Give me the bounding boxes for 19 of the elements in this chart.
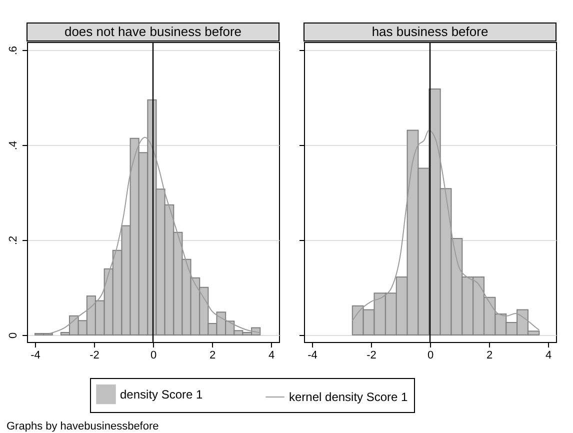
chart-title: has business before <box>372 24 488 39</box>
x-tick-label: 0 <box>150 350 157 362</box>
y-tick-label: .4 <box>8 140 20 150</box>
y-tick-label: 0 <box>8 332 20 338</box>
y-tick-label: .6 <box>8 46 20 56</box>
x-tick-label: 2 <box>486 350 493 362</box>
x-tick-label: -4 <box>30 350 40 362</box>
y-tick-label: .2 <box>8 236 20 246</box>
x-tick-label: 2 <box>209 350 216 362</box>
x-tick-label: 4 <box>545 350 552 362</box>
x-tick-label: 0 <box>427 350 434 362</box>
legend-label: density Score 1 <box>120 387 204 402</box>
text: Graphs by havebusinessbefore <box>6 420 159 432</box>
x-tick-label: -2 <box>90 350 100 362</box>
x-tick-label: -4 <box>308 350 318 362</box>
chart-title: does not have business before <box>64 24 242 39</box>
legend-label: kernel density Score 1 <box>289 390 408 404</box>
x-tick-label: 4 <box>268 350 275 362</box>
x-tick-label: -2 <box>366 350 376 362</box>
